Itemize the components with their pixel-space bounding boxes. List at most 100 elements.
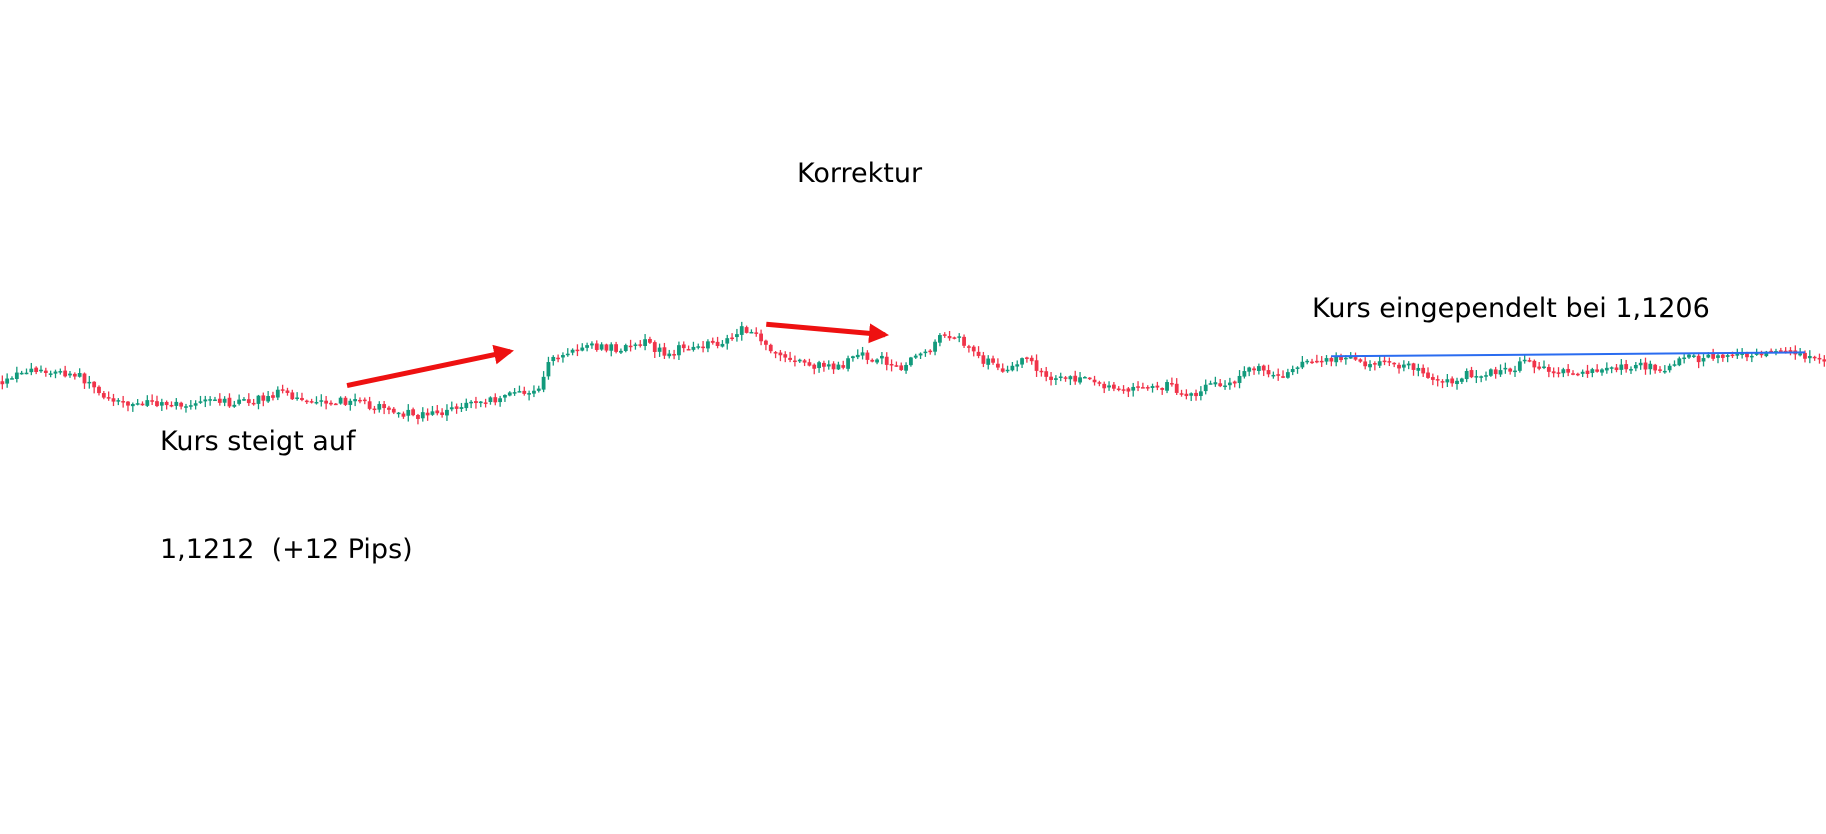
candle-body: [1585, 370, 1590, 375]
candle-body: [391, 408, 396, 413]
candle-body: [817, 362, 821, 369]
candle-body: [242, 399, 246, 401]
candle-body: [1624, 364, 1629, 370]
candle-body: [1445, 379, 1450, 383]
candle-body: [353, 399, 358, 402]
candle-body: [512, 392, 517, 394]
candle-body: [271, 395, 275, 398]
candle-body: [986, 358, 991, 365]
candle-body: [773, 352, 778, 354]
candle-body: [1155, 385, 1160, 388]
candle-body: [135, 403, 140, 405]
candle-body: [831, 363, 836, 370]
candle-body: [1745, 353, 1749, 358]
candle-body: [1740, 353, 1745, 355]
candle-body: [570, 349, 575, 353]
candle-body: [309, 401, 314, 403]
candle-body: [474, 401, 478, 404]
candle-body: [29, 368, 34, 373]
rise-label-line-1: Kurs steigt auf: [160, 426, 356, 457]
candle-body: [1397, 364, 1401, 369]
candle-body: [1706, 354, 1711, 358]
candle-body: [1580, 371, 1585, 374]
candle-body: [319, 400, 324, 402]
candle-body: [672, 354, 676, 356]
candle-body: [933, 341, 937, 352]
candle-body: [145, 400, 150, 406]
candle-body: [1329, 358, 1334, 362]
candle-body: [1754, 352, 1759, 355]
candle-body: [928, 350, 933, 353]
candle-body: [97, 386, 101, 394]
candle-body: [556, 357, 561, 360]
candle-body: [425, 412, 430, 416]
candle-body: [966, 346, 971, 348]
candle-body: [126, 401, 130, 406]
candle-body: [1653, 364, 1658, 371]
candle-body: [822, 362, 826, 367]
candle-body: [1537, 366, 1542, 369]
candle-body: [1672, 364, 1677, 366]
candle-body: [1174, 383, 1179, 393]
candle-body: [58, 371, 63, 373]
candle-body: [1000, 368, 1005, 372]
candle-body: [43, 370, 48, 373]
candle-body: [72, 373, 77, 377]
rise-arrow: [346, 344, 514, 388]
candle-body: [1619, 364, 1624, 370]
candle-body: [1764, 351, 1769, 357]
candle-body: [1803, 352, 1807, 359]
candle-body: [1034, 360, 1039, 371]
candle-body: [1575, 373, 1580, 376]
candle-body: [478, 401, 483, 404]
candle-body: [1430, 377, 1435, 380]
candle-body: [1343, 357, 1348, 360]
candle-body: [498, 398, 503, 403]
candle-body: [1508, 368, 1513, 372]
candle-body: [1213, 382, 1218, 385]
candle-body: [1261, 365, 1266, 371]
candle-body: [333, 403, 338, 406]
candle-body: [561, 355, 565, 358]
candle-body: [681, 344, 686, 349]
candle-body: [1024, 357, 1029, 359]
candle-body: [793, 360, 797, 363]
candle-body: [976, 351, 981, 356]
candle-body: [1426, 372, 1430, 378]
candle-body: [1609, 367, 1614, 369]
candle-body: [952, 337, 957, 339]
candle-body: [1493, 369, 1498, 375]
candle-body: [706, 341, 710, 349]
candle-body: [169, 404, 174, 407]
candle-body: [860, 352, 865, 356]
correction-label: Korrektur: [797, 158, 923, 189]
candle-body: [991, 358, 995, 363]
candle-body: [1551, 371, 1556, 374]
candle-body: [1005, 369, 1010, 372]
candle-body: [251, 402, 256, 405]
candle-body: [1160, 388, 1165, 390]
candle-body: [1571, 373, 1575, 375]
candle-body: [744, 327, 749, 333]
candle-body: [140, 403, 145, 406]
candle-body: [1416, 367, 1421, 371]
candle-body: [237, 399, 242, 404]
candle-body: [826, 364, 831, 367]
candle-body: [203, 399, 208, 402]
candle-body: [1561, 369, 1566, 374]
candle-body: [841, 365, 846, 368]
candle-body: [667, 353, 672, 357]
candle-body: [387, 407, 391, 410]
candle-body: [1058, 376, 1063, 378]
candle-body: [358, 399, 362, 402]
candle-body: [938, 335, 942, 343]
candle-body: [1300, 361, 1305, 368]
candle-body: [686, 349, 691, 351]
candle-body: [290, 392, 295, 400]
candle-body: [77, 373, 82, 377]
candle-body: [995, 363, 1000, 368]
candle-body: [101, 393, 106, 398]
candle-body: [1372, 363, 1377, 365]
candle-body: [604, 344, 609, 351]
candle-body: [1126, 388, 1131, 392]
